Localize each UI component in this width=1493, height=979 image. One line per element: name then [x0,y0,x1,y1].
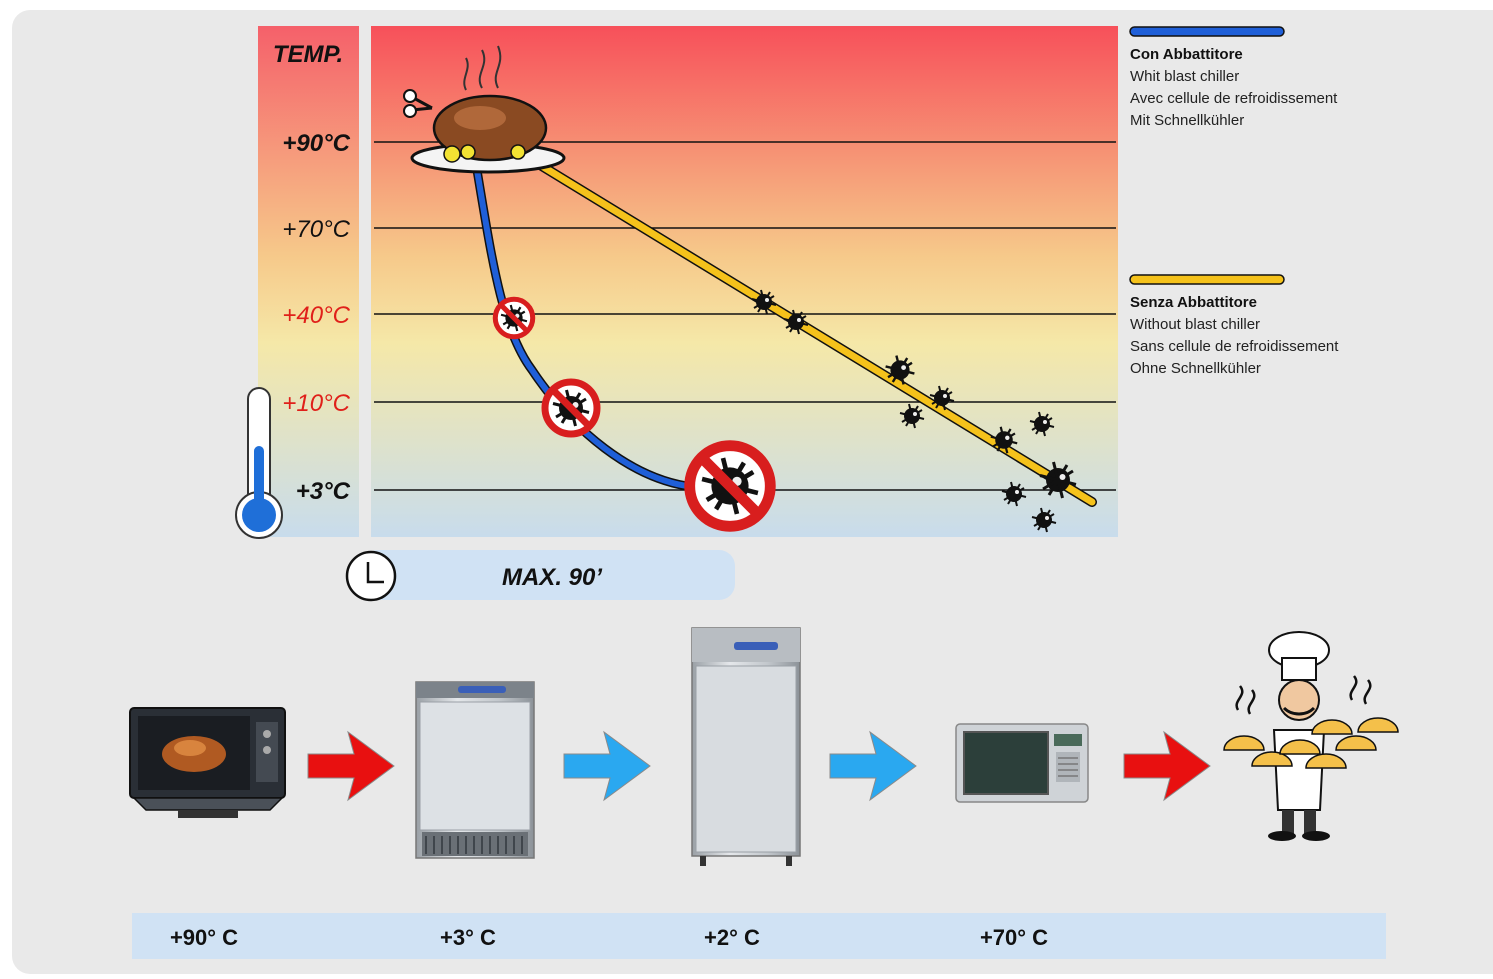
legend-line: Mit Schnellkühler [1130,112,1244,129]
chef-serving-icon [1223,631,1399,841]
axis-title: TEMP. [273,41,343,68]
temperature-level-label: +70°C [282,216,350,243]
legend-title: Con Abbattitore [1130,46,1243,63]
stage-temperature-bar [132,913,1386,959]
stage-temperature-label: +2° C [704,925,760,950]
temperature-level-label: +10°C [282,390,350,417]
blast-chiller-curve [474,167,697,490]
no-bacteria-icon [495,299,532,336]
legend: Con Abbattitore Whit blast chiller Avec ce… [1129,26,1339,377]
blast-chiller-icon [415,681,535,859]
diagram-canvas: TEMP. +90°C +70°C +40°C +10°C +3°C [12,10,1493,974]
stage-temperature-label: +90° C [170,925,238,950]
legend-line: Whit blast chiller [1130,68,1239,85]
blast-chiller-diagram: TEMP. +90°C +70°C +40°C +10°C +3°C [129,26,1399,959]
temperature-level-label: +90°C [282,130,350,157]
no-bacteria-icon [690,446,771,527]
stage-temperatures: +90° C +3° C +2° C +70° C [170,925,1048,950]
stage-temperature-label: +3° C [440,925,496,950]
temperature-level-label: +3°C [296,478,351,505]
time-bar [362,550,735,600]
arrow-right-icon [563,730,651,802]
clock-icon [345,550,397,602]
legend-line: Sans cellule de refroidissement [1130,338,1339,355]
time-limit-label: MAX. 90’ [502,564,602,591]
oven-icon [129,707,286,818]
legend-line: Avec cellule de refroidissement [1130,90,1338,107]
legend-swatch [1129,26,1285,37]
no-bacteria-icon [545,382,597,434]
legend-swatch [1129,274,1285,285]
legend-line: Ohne Schnellkühler [1130,360,1261,377]
roast-turkey-icon [403,45,566,174]
thermometer-icon [235,387,283,539]
temperature-level-label: +40°C [282,302,350,329]
arrow-right-icon [829,730,917,802]
legend-title: Senza Abbattitore [1130,294,1257,311]
legend-line: Without blast chiller [1130,316,1260,333]
temperature-level-labels: +90°C +70°C +40°C +10°C +3°C [282,130,350,505]
process-arrows [307,730,1211,802]
arrow-right-icon [1123,730,1211,802]
microwave-icon [955,723,1089,803]
arrow-right-icon [307,730,395,802]
refrigerator-icon [691,627,801,866]
temperature-scale-strip [258,26,359,537]
stage-temperature-label: +70° C [980,925,1048,950]
